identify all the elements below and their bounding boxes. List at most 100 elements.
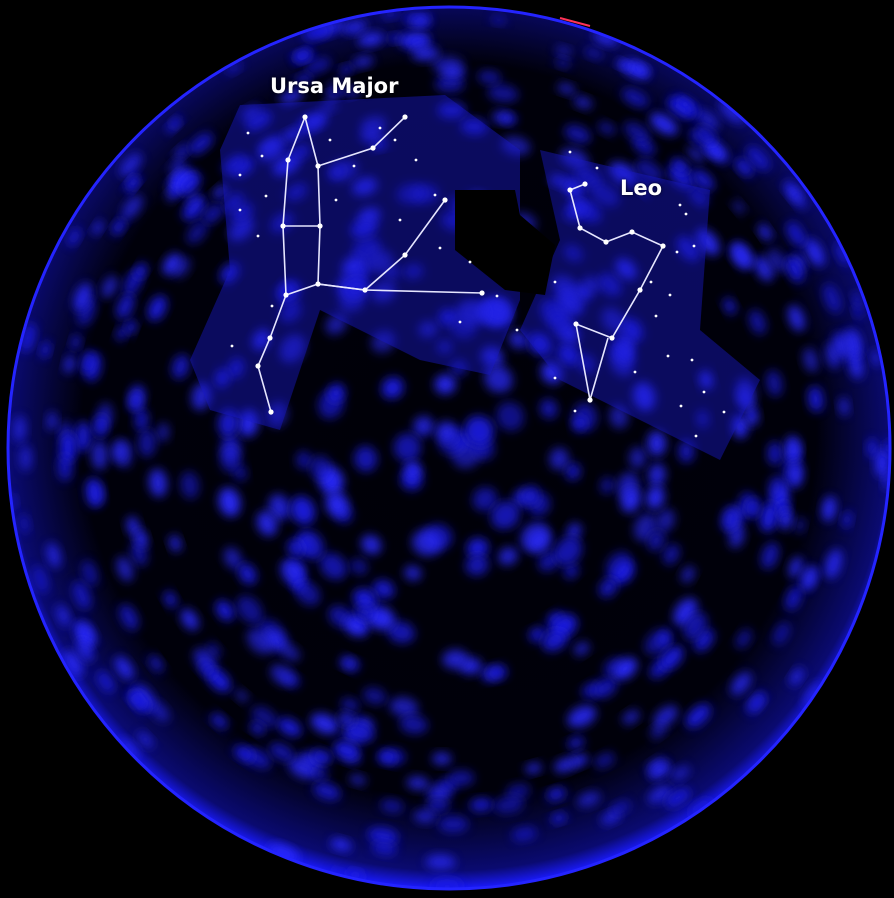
- star-blob: [73, 282, 92, 311]
- star-blob: [344, 87, 361, 98]
- star-blob: [425, 798, 450, 812]
- star-blob: [362, 687, 387, 705]
- star-blob: [270, 212, 294, 233]
- star-blob: [147, 295, 167, 321]
- star-blob: [94, 414, 108, 438]
- star-blob: [256, 511, 278, 536]
- star-blob: [270, 664, 295, 686]
- star-blob: [180, 608, 199, 631]
- star-point: [438, 246, 442, 250]
- star-blob: [550, 813, 568, 824]
- star-blob: [551, 275, 578, 299]
- sphere-rim: [6, 5, 892, 891]
- leo-constellation: [567, 181, 666, 403]
- star-blob: [357, 32, 385, 47]
- star-blob: [629, 446, 647, 469]
- star-blob: [594, 752, 616, 769]
- star-blob: [148, 655, 164, 672]
- star-blob: [573, 96, 593, 109]
- star-blob: [511, 827, 537, 841]
- star-blob: [670, 765, 690, 782]
- star-blob: [696, 109, 720, 130]
- star-blob: [236, 595, 263, 624]
- star-blob: [186, 221, 208, 244]
- star-blob: [746, 497, 761, 519]
- star-blob: [540, 361, 563, 384]
- star-point: [255, 363, 261, 369]
- star-blob: [486, 664, 507, 680]
- star-blob: [823, 283, 842, 314]
- star-blob: [370, 281, 397, 303]
- star-blob: [466, 538, 489, 558]
- star-blob: [501, 136, 531, 156]
- star-blob: [559, 148, 589, 170]
- star-blob: [186, 192, 200, 206]
- star-blob: [377, 751, 397, 764]
- star-blob: [768, 474, 785, 502]
- star-blob: [434, 75, 465, 93]
- star-blob: [484, 365, 513, 393]
- star-blob: [280, 559, 306, 586]
- star-blob: [268, 742, 295, 762]
- star-blob: [617, 342, 635, 362]
- rim-highlight: [559, 17, 591, 27]
- star-point: [370, 145, 376, 151]
- star-blob: [169, 535, 181, 552]
- star-blob: [13, 415, 26, 443]
- ursa-major-constellation: [255, 114, 485, 415]
- star-blob: [480, 346, 504, 368]
- star-blob: [325, 491, 349, 517]
- star-point: [238, 173, 242, 177]
- star-blob: [432, 752, 452, 765]
- star-blob: [121, 195, 143, 220]
- star-point: [378, 126, 382, 130]
- star-blob: [676, 236, 700, 262]
- star-blob: [191, 382, 212, 411]
- star-blob: [583, 276, 600, 292]
- star-blob: [171, 354, 190, 380]
- star-blob: [787, 304, 805, 332]
- star-blob: [426, 786, 452, 801]
- star-blob: [435, 421, 457, 443]
- star-point: [402, 114, 408, 120]
- star-blob: [667, 165, 695, 190]
- star-blob: [333, 741, 360, 760]
- star-blob: [367, 827, 399, 845]
- star-blob: [438, 816, 469, 833]
- star-blob: [649, 762, 671, 780]
- star-blob: [47, 411, 57, 431]
- star-blob: [788, 556, 803, 579]
- star-blob: [609, 162, 638, 185]
- star-blob: [252, 329, 271, 351]
- star-blob: [210, 713, 228, 729]
- star-point: [666, 354, 670, 358]
- star-blob: [577, 791, 601, 807]
- star-blob: [437, 101, 466, 119]
- star-blob: [225, 61, 243, 75]
- star-blob: [539, 398, 558, 419]
- star-blob: [646, 485, 665, 510]
- star-blob: [609, 404, 629, 429]
- star-blob: [166, 186, 181, 203]
- star-blob: [565, 462, 581, 481]
- star-blob: [91, 440, 108, 470]
- star-blob: [330, 838, 352, 851]
- star-blob: [469, 798, 493, 812]
- star-blob: [745, 405, 759, 427]
- star-blob: [119, 738, 139, 759]
- star-blob: [354, 603, 376, 621]
- star-point: [637, 287, 643, 293]
- leo-body-lines: [574, 322, 613, 401]
- star-blob: [413, 810, 437, 823]
- star-blob: [436, 339, 453, 355]
- star-blob: [215, 368, 230, 388]
- star-point: [328, 138, 332, 142]
- star-point: [256, 234, 260, 238]
- star-blob: [202, 203, 223, 224]
- star-blob: [766, 370, 783, 397]
- star-blob: [632, 382, 656, 411]
- star-blob: [116, 293, 135, 320]
- star-blob: [198, 660, 216, 679]
- star-blob: [229, 216, 254, 241]
- star-blob: [731, 243, 753, 269]
